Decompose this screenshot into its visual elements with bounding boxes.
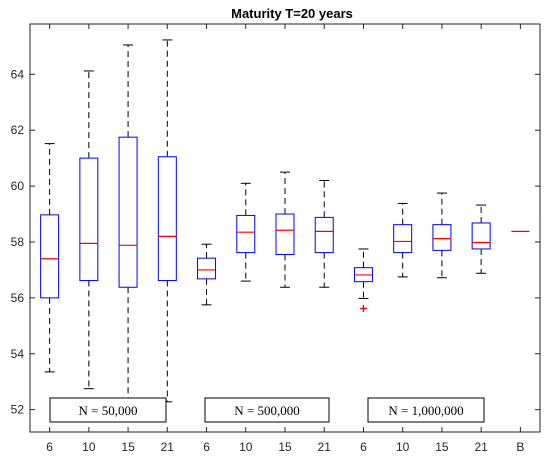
y-tick-label: 52 bbox=[11, 403, 25, 417]
box bbox=[157, 156, 177, 282]
y-tick-label: 62 bbox=[11, 123, 25, 137]
box bbox=[40, 214, 60, 299]
box bbox=[471, 222, 491, 250]
y-tick-label: 58 bbox=[11, 235, 25, 249]
box bbox=[275, 213, 295, 256]
x-tick-label: B bbox=[516, 440, 524, 454]
x-tick-label: 10 bbox=[396, 440, 410, 454]
x-tick-label: 15 bbox=[278, 440, 292, 454]
annotation-box-n-1000000 bbox=[367, 397, 485, 423]
annotation-layer: N = 50,000 N = 500,000 N = 1,000,000 bbox=[49, 397, 485, 423]
box bbox=[393, 224, 413, 254]
x-tick-label: 10 bbox=[82, 440, 96, 454]
annotation-box-n-500000 bbox=[204, 397, 330, 423]
y-tick-label: 54 bbox=[11, 347, 25, 361]
box bbox=[197, 257, 217, 280]
box bbox=[79, 157, 99, 282]
x-tick-label: 15 bbox=[121, 440, 135, 454]
x-tick-label: 21 bbox=[474, 440, 488, 454]
annotation-n-500000: N = 500,000 bbox=[234, 403, 299, 418]
x-tick-label: 21 bbox=[318, 440, 332, 454]
chart-title: Maturity T=20 years bbox=[231, 6, 353, 21]
y-tick-label: 60 bbox=[11, 179, 25, 193]
box bbox=[118, 136, 138, 288]
annotation-n-50000: N = 50,000 bbox=[79, 403, 138, 418]
x-tick-label: 21 bbox=[161, 440, 175, 454]
x-tick-label: 6 bbox=[203, 440, 210, 454]
y-tick-label: 64 bbox=[11, 67, 25, 81]
x-tick-label: 15 bbox=[435, 440, 449, 454]
annotation-box-n-50000 bbox=[49, 397, 167, 423]
box bbox=[314, 216, 334, 254]
plot-area-frame bbox=[29, 23, 541, 433]
box bbox=[432, 224, 452, 251]
x-tick-label: 6 bbox=[46, 440, 53, 454]
x-tick-label: 6 bbox=[360, 440, 367, 454]
box bbox=[236, 214, 256, 254]
x-tick-label: 10 bbox=[239, 440, 253, 454]
annotation-n-1000000: N = 1,000,000 bbox=[388, 403, 463, 418]
plot-layer: 52 54 56 58 60 62 64 6 10 15 21 6 10 15 21 6 10 15 21 B bbox=[11, 24, 540, 454]
y-tick-label: 56 bbox=[11, 291, 25, 305]
